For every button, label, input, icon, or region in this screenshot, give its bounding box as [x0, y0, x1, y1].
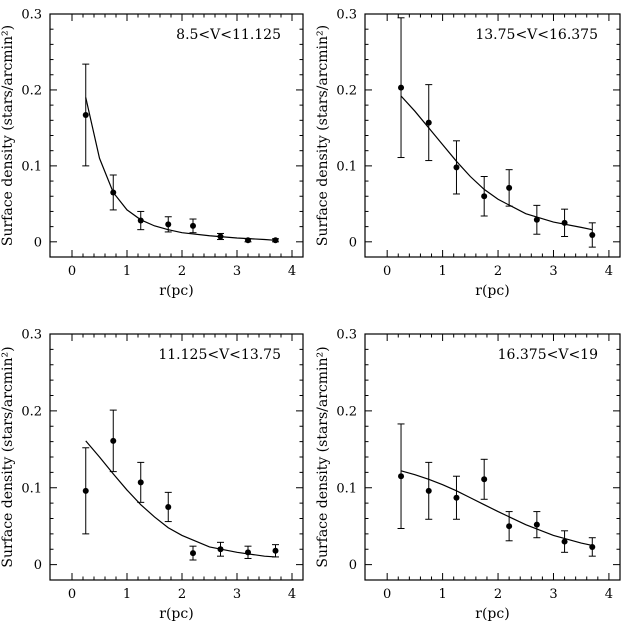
x-tick-label: 3 — [233, 587, 241, 602]
x-tick-label: 2 — [178, 587, 186, 602]
data-point — [398, 84, 405, 91]
x-tick-label: 1 — [438, 264, 446, 279]
x-tick-label: 3 — [549, 587, 557, 602]
x-tick-label: 1 — [123, 264, 131, 279]
x-tick-label: 4 — [288, 264, 296, 279]
x-tick-label: 4 — [605, 264, 613, 279]
y-tick-label: 0 — [34, 558, 42, 573]
plot-frame — [364, 13, 621, 258]
x-tick-label: 2 — [178, 264, 186, 279]
panel-title: 11.125<V<13.75 — [158, 347, 281, 363]
x-tick-label: 2 — [494, 587, 502, 602]
y-tick-label: 0 — [349, 235, 357, 250]
y-tick-label: 0.3 — [336, 328, 357, 343]
data-point — [533, 521, 540, 528]
panel-title: 8.5<V<11.125 — [176, 27, 281, 43]
y-tick-label: 0.2 — [336, 404, 357, 419]
x-tick-label: 3 — [233, 264, 241, 279]
y-tick-label: 0.3 — [336, 8, 357, 23]
panel-2: 0 1 2 3 4 0 0.1 0.2 0.3 r(pc) Surface density (sta… — [315, 8, 621, 299]
plot-frame — [49, 13, 304, 258]
data-point — [506, 523, 513, 530]
data-point — [190, 222, 196, 229]
data-point — [110, 437, 117, 444]
data-point — [165, 503, 172, 510]
x-tick-label: 1 — [123, 587, 131, 602]
data-point — [425, 487, 432, 494]
model-curve — [400, 470, 593, 546]
panel-1: 0 1 2 3 4 0 0.1 0.2 0.3 r(pc) Surface density (sta… — [0, 8, 304, 299]
x-axis-title: r(pc) — [159, 606, 193, 622]
panel-3: 0 1 2 3 4 0 0.1 0.2 0.3 r(pc) Surface density (sta… — [0, 328, 304, 622]
y-tick-label: 0.3 — [21, 328, 42, 343]
panel-4: 0 1 2 3 4 0 0.1 0.2 0.3 r(pc) Surface density (sta… — [315, 328, 621, 622]
y-tick-label: 0 — [349, 558, 357, 573]
y-tick-label: 0.1 — [21, 481, 42, 496]
data-point — [425, 119, 432, 126]
data-point — [453, 164, 460, 171]
y-tick-label: 0.1 — [336, 481, 357, 496]
panel-title: 13.75<V<16.375 — [475, 27, 598, 43]
x-tick-label: 4 — [605, 587, 613, 602]
panel-title: 16.375<V<19 — [498, 347, 598, 363]
data-point — [245, 237, 251, 244]
y-tick-label: 0.2 — [21, 83, 42, 98]
data-point — [82, 111, 89, 118]
x-tick-label: 0 — [383, 587, 391, 602]
data-point — [137, 217, 144, 224]
x-tick-label: 0 — [383, 264, 391, 279]
y-axis-title: Surface density (stars/arcmin²) — [0, 346, 16, 567]
x-tick-label: 3 — [549, 264, 557, 279]
data-point — [217, 546, 224, 553]
x-axis-title: r(pc) — [475, 606, 509, 622]
data-point — [272, 547, 279, 554]
data-point — [561, 219, 568, 226]
data-point — [398, 473, 405, 480]
data-point — [165, 221, 172, 228]
data-point — [481, 476, 488, 483]
x-tick-label: 1 — [438, 587, 446, 602]
data-point — [589, 231, 596, 238]
data-point — [481, 193, 488, 200]
x-tick-label: 0 — [68, 587, 76, 602]
y-tick-label: 0.1 — [336, 159, 357, 174]
model-curve — [85, 97, 276, 241]
x-tick-label: 4 — [288, 587, 296, 602]
y-axis-title: Surface density (stars/arcmin²) — [315, 346, 331, 567]
data-point — [506, 184, 513, 191]
data-point — [453, 494, 460, 501]
data-point — [217, 233, 224, 240]
y-tick-label: 0.1 — [21, 159, 42, 174]
model-curve — [85, 440, 276, 558]
y-axis-title: Surface density (stars/arcmin²) — [0, 25, 16, 246]
x-axis-title: r(pc) — [159, 283, 193, 299]
y-tick-label: 0.2 — [336, 83, 357, 98]
x-tick-label: 0 — [68, 264, 76, 279]
y-tick-label: 0.3 — [21, 8, 42, 23]
data-point — [533, 216, 540, 223]
model-curve — [400, 95, 593, 231]
y-tick-label: 0.2 — [21, 404, 42, 419]
y-tick-label: 0 — [34, 235, 42, 250]
data-point — [110, 189, 117, 196]
data-point — [190, 550, 196, 557]
data-point — [589, 543, 596, 550]
plot-frame — [49, 333, 304, 581]
y-axis-title: Surface density (stars/arcmin²) — [315, 25, 331, 246]
data-point — [272, 237, 279, 244]
x-axis-title: r(pc) — [475, 283, 509, 299]
data-point — [561, 538, 568, 545]
data-point — [137, 479, 144, 486]
x-tick-label: 2 — [494, 264, 502, 279]
data-point — [82, 487, 89, 494]
data-point — [245, 549, 251, 556]
